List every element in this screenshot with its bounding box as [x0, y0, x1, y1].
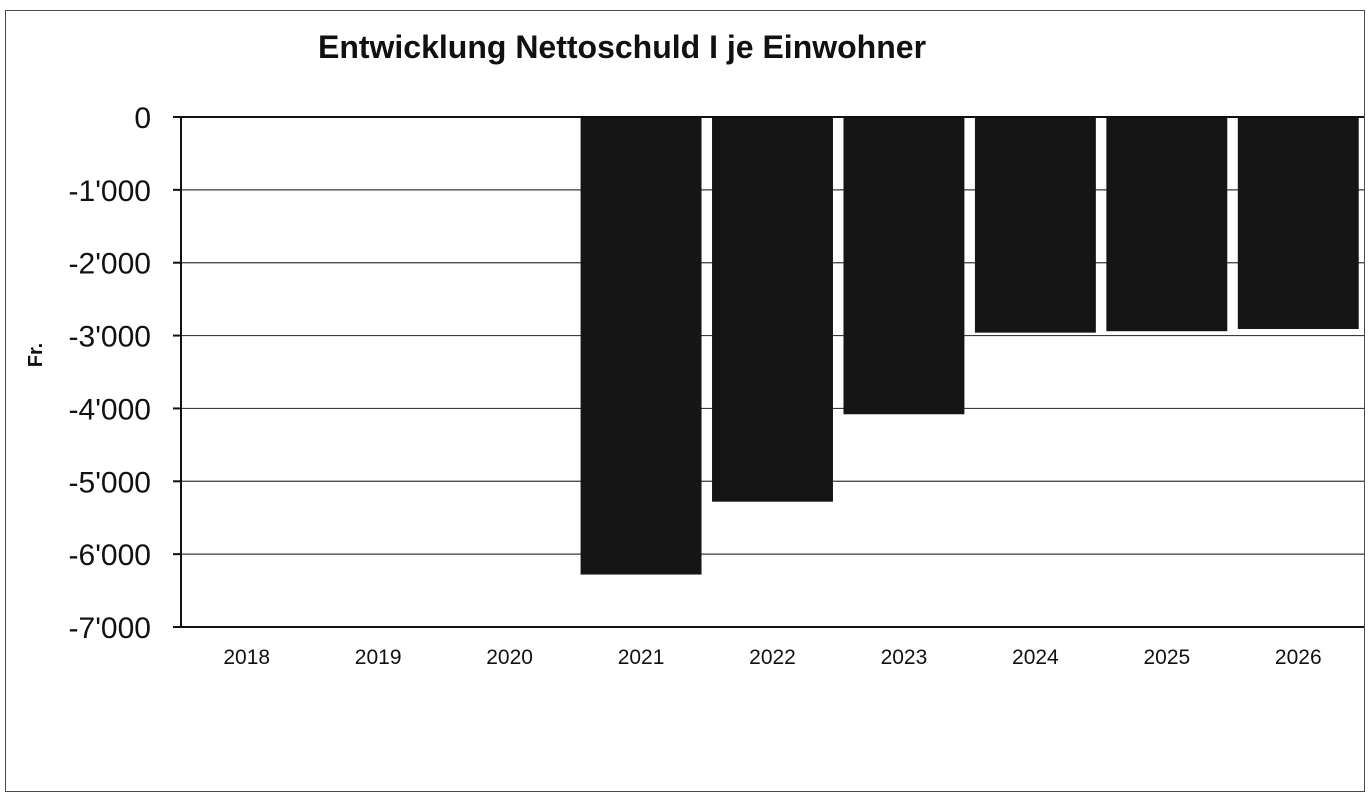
chart-title: Entwicklung Nettoschuld I je Einwohner [318, 29, 926, 65]
chart-frame [5, 10, 1365, 792]
y-tick-label: -6'000 [69, 539, 151, 572]
x-tick-labels: 2018 2019 2020 2021 2022 2023 2024 2025 2026 [223, 646, 1321, 669]
x-tick-label: 2021 [618, 646, 665, 669]
y-tick-label: -5'000 [69, 466, 151, 499]
bar-2026 [1237, 117, 1359, 330]
bar-2021 [580, 117, 702, 575]
y-tick-label: -2'000 [69, 248, 151, 281]
y-tick-label: -7'000 [69, 612, 151, 645]
y-tick-label: 0 [134, 102, 151, 135]
bar-2022 [712, 117, 833, 502]
x-tick-label: 2026 [1275, 646, 1322, 669]
y-tick-labels: 0 -1'000 -2'000 -3'000 -4'000 -5'000 -6'000 -7'… [69, 102, 151, 645]
x-tick-label: 2025 [1143, 646, 1190, 669]
x-tick-label: 2020 [486, 646, 533, 669]
bar-2023 [843, 117, 965, 415]
x-tick-label: 2019 [355, 646, 402, 669]
x-tick-label: 2018 [223, 646, 270, 669]
y-axis-label: Fr. [25, 343, 47, 367]
y-tick-label: -4'000 [69, 393, 151, 426]
y-tick-label: -3'000 [69, 321, 151, 354]
x-tick-label: 2023 [881, 646, 928, 669]
bar-2025 [1106, 117, 1228, 332]
x-tick-label: 2024 [1012, 646, 1059, 669]
y-tick-label: -1'000 [69, 175, 151, 208]
bar-2024 [974, 117, 1096, 333]
x-tick-label: 2022 [749, 646, 796, 669]
bars [580, 117, 1359, 575]
axes [173, 116, 1364, 628]
